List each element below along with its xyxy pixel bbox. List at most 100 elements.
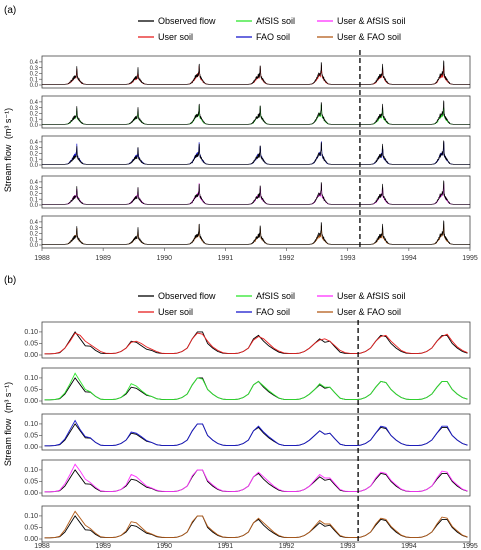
- x-tick-label: 1995: [462, 543, 478, 550]
- subplot-b-user_afsis: 0.00 0.05 0.10: [24, 459, 471, 497]
- y-tick-label: 0.1: [30, 117, 39, 123]
- series-line-observed: [44, 469, 468, 493]
- y-tick-label: 0.10: [24, 375, 38, 382]
- x-tick-label: 1993: [340, 255, 356, 262]
- series-line-observed: [42, 100, 470, 125]
- series-line-observed: [42, 220, 470, 245]
- x-tick-label: 1989: [95, 255, 111, 262]
- y-tick-label: 0.3: [30, 146, 39, 152]
- y-tick-label: 0.05: [24, 479, 38, 486]
- y-tick-label: 0.05: [24, 387, 38, 394]
- y-tick-label: 0.2: [30, 152, 39, 158]
- series-line-observed: [44, 423, 468, 447]
- subplot-a-user_fao: 0.00.10.20.30.4: [30, 215, 471, 249]
- series-line-user: [42, 65, 470, 85]
- legend-label-user_afsis: User & AfSIS soil: [337, 16, 406, 26]
- y-tick-label: 0.10: [24, 421, 38, 428]
- x-tick-label: 1988: [34, 543, 50, 550]
- legend-label-user: User soil: [158, 32, 193, 42]
- y-tick-label: 0.00: [24, 536, 38, 543]
- series-line-afsis: [44, 372, 468, 401]
- subplot-frame: [41, 135, 471, 169]
- subplot-frame: [41, 413, 471, 451]
- subplot-frame: [41, 459, 471, 497]
- panel-a: 0.00.10.20.30.40.00.10.20.30.40.00.10.20…: [30, 55, 478, 262]
- y-tick-label: 0.3: [30, 66, 39, 72]
- x-tick-label: 1989: [95, 543, 111, 550]
- x-tick-label: 1991: [218, 255, 234, 262]
- legend-label-afsis: AfSIS soil: [256, 16, 295, 26]
- series-line-observed: [42, 60, 470, 85]
- series-line-observed: [44, 331, 468, 355]
- series-line-observed: [42, 180, 470, 205]
- y-tick-label: 0.3: [30, 226, 39, 232]
- ylabel-text: Stream flow: [3, 144, 13, 192]
- y-tick-label: 0.00: [24, 398, 38, 405]
- x-tick-label: 1993: [340, 543, 356, 550]
- y-tick-label: 0.00: [24, 444, 38, 451]
- y-tick-label: 0.05: [24, 341, 38, 348]
- subplot-b-fao: 0.00 0.05 0.10: [24, 413, 471, 451]
- legend-label-user_fao: User & FAO soil: [337, 32, 401, 42]
- ylabel-unit: (m³ s⁻¹): [3, 108, 13, 139]
- y-tick-label: 0.4: [30, 60, 39, 66]
- subplot-frame: [41, 55, 471, 89]
- x-tick-label: 1992: [279, 543, 295, 550]
- svg-text:Stream flow (m³ s⁻¹): Stream flow (m³ s⁻¹): [3, 382, 13, 466]
- series-line-afsis: [42, 104, 470, 125]
- series-line-observed: [44, 515, 468, 539]
- x-tick-label: 1994: [401, 255, 417, 262]
- subplot-frame: [41, 367, 471, 405]
- y-tick-label: 0.00: [24, 490, 38, 497]
- y-tick-label: 0.2: [30, 112, 39, 118]
- y-tick-label: 0.1: [30, 77, 39, 83]
- series-line-user_afsis: [42, 183, 470, 205]
- legend-label-observed: Observed flow: [158, 291, 216, 301]
- y-tick-label: 0.10: [24, 467, 38, 474]
- y-tick-label: 0.0: [30, 123, 39, 129]
- y-tick-label: 0.0: [30, 83, 39, 89]
- y-tick-label: 0.4: [30, 100, 39, 106]
- y-tick-label: 0.4: [30, 180, 39, 186]
- panel-b-label: (b): [4, 275, 16, 286]
- y-tick-label: 0.05: [24, 433, 38, 440]
- y-tick-label: 0.1: [30, 157, 39, 163]
- subplot-frame: [41, 505, 471, 543]
- panel-a-label: (a): [4, 5, 16, 16]
- x-tick-label: 1988: [34, 255, 50, 262]
- series-line-fao: [44, 419, 468, 447]
- subplot-frame: [41, 175, 471, 209]
- y-tick-label: 0.4: [30, 140, 39, 146]
- y-tick-label: 0.0: [30, 163, 39, 169]
- y-tick-label: 0.4: [30, 220, 39, 226]
- y-tick-label: 0.2: [30, 232, 39, 238]
- legend-label-observed: Observed flow: [158, 16, 216, 26]
- panel-b: 0.000.050.100.000.050.100.000.050.100.00…: [24, 321, 478, 550]
- y-tick-label: 0.0: [30, 243, 39, 249]
- legend-label-user: User soil: [158, 307, 193, 317]
- x-tick-label: 1991: [218, 543, 234, 550]
- y-tick-label: 0.1: [30, 237, 39, 243]
- subplot-b-user: 0.00 0.05 0.10: [24, 321, 471, 359]
- series-line-fao: [42, 141, 470, 165]
- legend-label-afsis: AfSIS soil: [256, 291, 295, 301]
- series-line-observed: [44, 377, 468, 401]
- y-tick-label: 0.3: [30, 186, 39, 192]
- y-tick-label: 0.05: [24, 525, 38, 532]
- subplot-frame: [41, 215, 471, 249]
- ylabel-unit: (m³ s⁻¹): [3, 382, 13, 413]
- series-line-user_afsis: [44, 463, 468, 493]
- subplot-b-user_fao: 0.00 0.05 0.10: [24, 505, 471, 543]
- panel-a-ylabel: Stream flow (m³ s⁻¹): [3, 108, 13, 192]
- subplot-a-afsis: 0.00.10.20.30.4: [30, 95, 471, 129]
- subplot-a-user_afsis: 0.00.10.20.30.4: [30, 175, 471, 209]
- y-tick-label: 0.10: [24, 329, 38, 336]
- subplot-frame: [41, 321, 471, 359]
- series-line-user: [44, 332, 468, 355]
- y-tick-label: 0.00: [24, 352, 38, 359]
- subplot-a-user: 0.00.10.20.30.4: [30, 55, 471, 89]
- series-line-user_fao: [44, 510, 468, 539]
- svg-text:Stream flow (m³ s⁻¹): Stream flow (m³ s⁻¹): [3, 108, 13, 192]
- x-tick-label: 1990: [156, 255, 172, 262]
